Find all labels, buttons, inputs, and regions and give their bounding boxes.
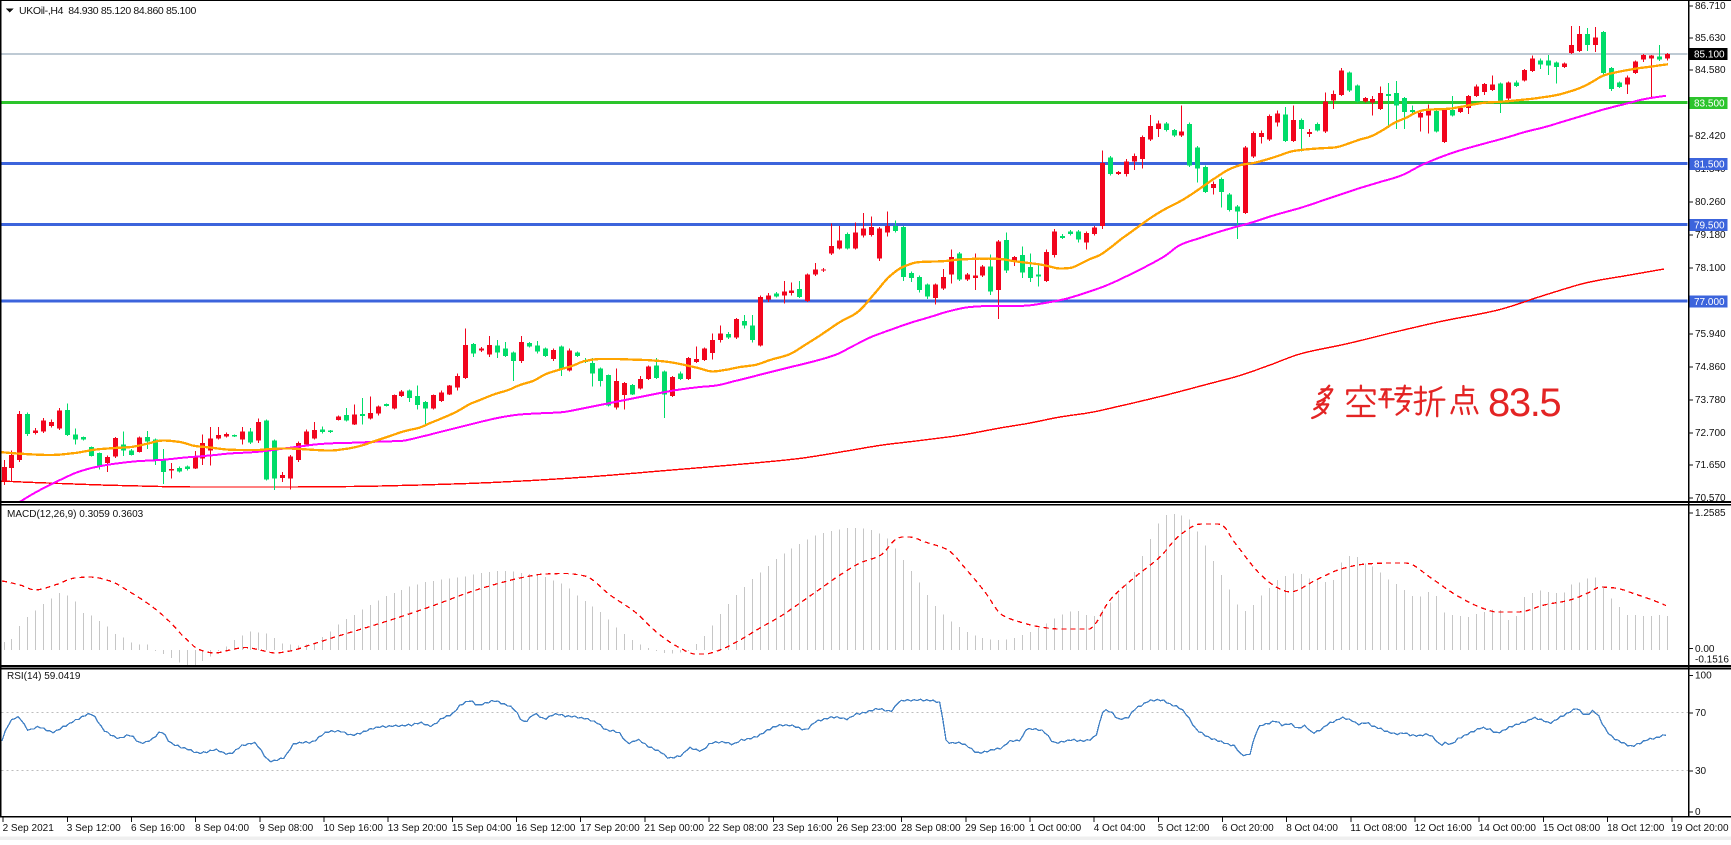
svg-text:78.100: 78.100 (1695, 263, 1726, 274)
svg-text:83.500: 83.500 (1694, 98, 1725, 109)
svg-text:83.5: 83.5 (1488, 381, 1560, 425)
svg-text:82.420: 82.420 (1695, 131, 1726, 142)
svg-text:-0.1516: -0.1516 (1695, 654, 1729, 665)
svg-text:16 Sep 12:00: 16 Sep 12:00 (516, 823, 576, 834)
svg-text:100: 100 (1695, 670, 1712, 681)
svg-text:30: 30 (1695, 766, 1707, 777)
svg-text:73.780: 73.780 (1695, 395, 1726, 406)
svg-text:15 Sep 04:00: 15 Sep 04:00 (452, 823, 512, 834)
svg-text:26 Sep 23:00: 26 Sep 23:00 (837, 823, 897, 834)
svg-text:RSI(14) 59.0419: RSI(14) 59.0419 (7, 671, 81, 682)
svg-text:14 Oct 00:00: 14 Oct 00:00 (1479, 823, 1537, 834)
svg-text:17 Sep 20:00: 17 Sep 20:00 (580, 823, 640, 834)
svg-text:77.000: 77.000 (1694, 297, 1725, 308)
svg-text:0: 0 (1695, 807, 1701, 818)
svg-text:84.580: 84.580 (1695, 65, 1726, 76)
svg-text:79.500: 79.500 (1694, 221, 1725, 232)
svg-text:72.700: 72.700 (1695, 428, 1726, 439)
svg-text:80.260: 80.260 (1695, 197, 1726, 208)
svg-text:70.570: 70.570 (1695, 493, 1726, 504)
svg-text:8 Oct 04:00: 8 Oct 04:00 (1286, 823, 1338, 834)
svg-text:71.650: 71.650 (1695, 460, 1726, 471)
svg-text:19 Oct 20:00: 19 Oct 20:00 (1671, 823, 1729, 834)
svg-text:21 Sep 00:00: 21 Sep 00:00 (644, 823, 704, 834)
svg-text:15 Oct 08:00: 15 Oct 08:00 (1543, 823, 1601, 834)
svg-text:28 Sep 08:00: 28 Sep 08:00 (901, 823, 961, 834)
svg-text:11 Oct 08:00: 11 Oct 08:00 (1350, 823, 1407, 834)
svg-text:86.710: 86.710 (1695, 1, 1726, 12)
svg-text:13 Sep 20:00: 13 Sep 20:00 (388, 823, 448, 834)
svg-text:2 Sep 2021: 2 Sep 2021 (3, 823, 55, 834)
svg-text:23 Sep 16:00: 23 Sep 16:00 (773, 823, 833, 834)
svg-text:74.860: 74.860 (1695, 362, 1726, 373)
svg-text:5 Oct 12:00: 5 Oct 12:00 (1158, 823, 1210, 834)
svg-text:1 Oct 00:00: 1 Oct 00:00 (1030, 823, 1082, 834)
svg-text:18 Oct 12:00: 18 Oct 12:00 (1607, 823, 1665, 834)
svg-text:MACD(12,26,9) 0.3059 0.3603: MACD(12,26,9) 0.3059 0.3603 (7, 509, 144, 520)
svg-text:85.100: 85.100 (1694, 49, 1725, 60)
svg-text:8 Sep 04:00: 8 Sep 04:00 (195, 823, 249, 834)
svg-text:81.500: 81.500 (1694, 159, 1725, 170)
svg-text:6 Oct 20:00: 6 Oct 20:00 (1222, 823, 1274, 834)
svg-text:75.940: 75.940 (1695, 329, 1726, 340)
svg-text:3 Sep 12:00: 3 Sep 12:00 (67, 823, 121, 834)
svg-text:UKOil-,H4 84.930 85.120 84.86: UKOil-,H4 84.930 85.120 84.860 85.100 (19, 5, 197, 17)
svg-text:0.00: 0.00 (1695, 644, 1715, 655)
svg-text:10 Sep 16:00: 10 Sep 16:00 (324, 823, 384, 834)
svg-text:4 Oct 04:00: 4 Oct 04:00 (1094, 823, 1146, 834)
svg-text:85.630: 85.630 (1695, 33, 1726, 44)
svg-text:29 Sep 16:00: 29 Sep 16:00 (965, 823, 1025, 834)
svg-text:22 Sep 08:00: 22 Sep 08:00 (709, 823, 769, 834)
svg-text:12 Oct 16:00: 12 Oct 16:00 (1415, 823, 1473, 834)
svg-text:1.2585: 1.2585 (1695, 508, 1726, 519)
svg-text:9 Sep 08:00: 9 Sep 08:00 (259, 823, 313, 834)
svg-text:79.180: 79.180 (1695, 230, 1726, 241)
svg-text:70: 70 (1695, 708, 1707, 719)
svg-text:6 Sep 16:00: 6 Sep 16:00 (131, 823, 185, 834)
